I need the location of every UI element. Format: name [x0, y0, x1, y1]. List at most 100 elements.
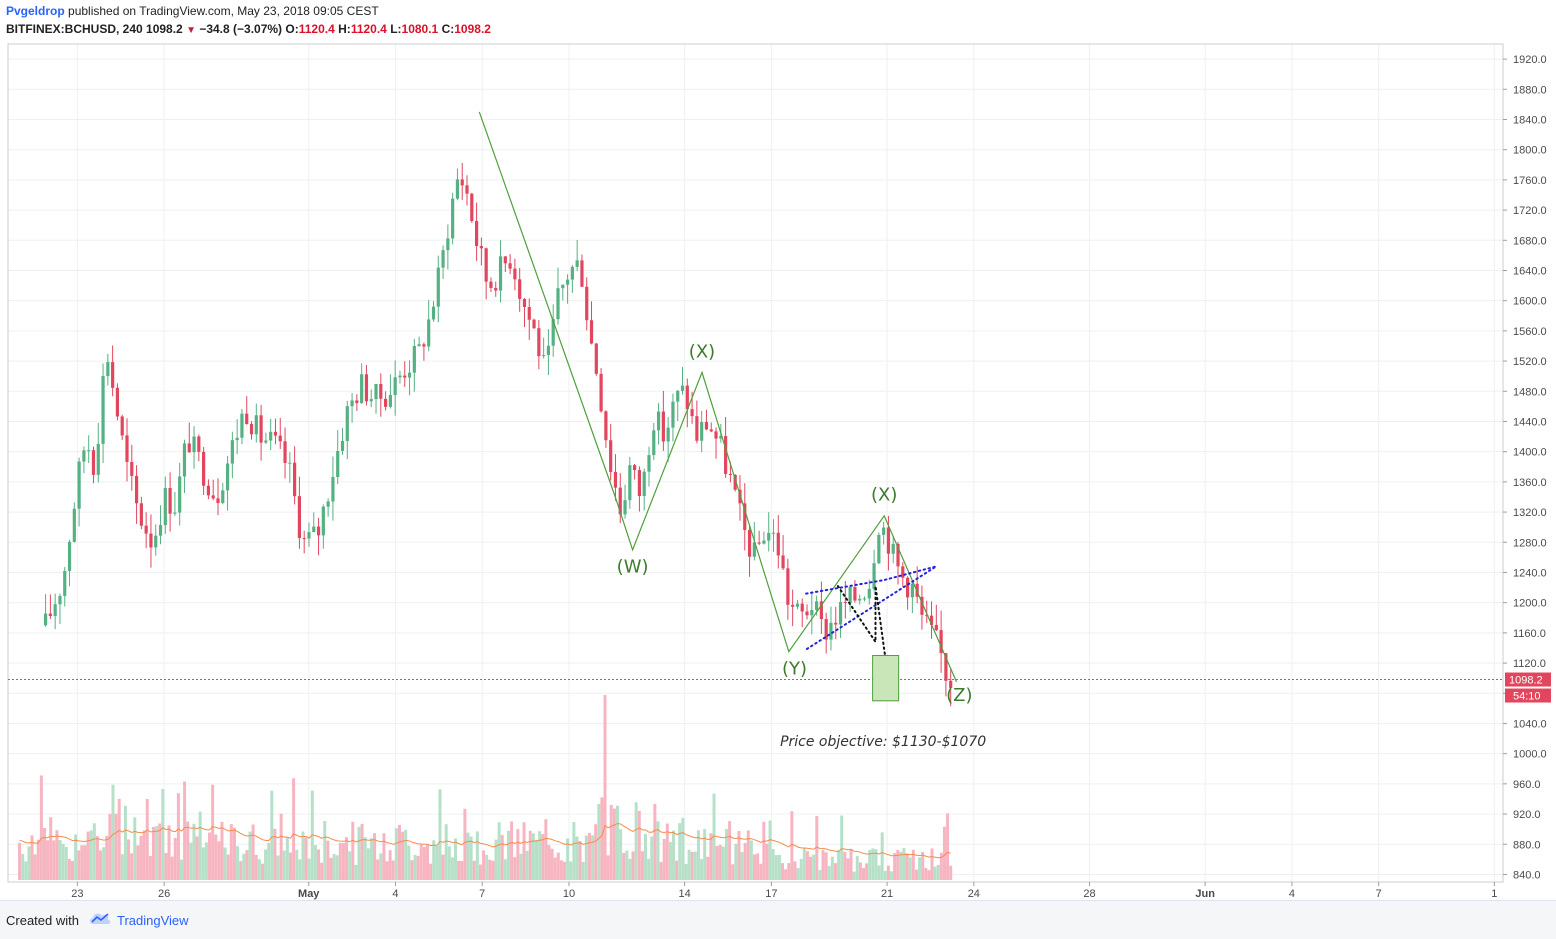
volume-bar — [513, 857, 517, 880]
candle-body — [139, 503, 143, 526]
volume-bar — [544, 819, 548, 880]
volume-bar — [594, 824, 598, 880]
volume-bar — [519, 853, 523, 880]
candle — [494, 281, 498, 297]
volume-bar — [120, 854, 124, 880]
volume-bar — [893, 853, 897, 880]
candle — [297, 476, 302, 549]
candle — [522, 298, 527, 328]
candle-body — [791, 604, 795, 607]
volume-bar — [805, 851, 809, 880]
candle — [671, 393, 675, 442]
volume-bar — [756, 853, 760, 880]
candle — [67, 539, 72, 587]
tradingview-link[interactable]: TradingView — [117, 913, 189, 928]
volume-bar — [242, 853, 246, 880]
candle-body — [848, 587, 852, 603]
candle-body — [805, 611, 809, 616]
volume-bar — [117, 798, 121, 880]
candle — [642, 468, 646, 511]
volume-bar — [142, 830, 146, 880]
candle — [776, 515, 780, 569]
candle-body — [446, 238, 450, 251]
candle — [187, 422, 191, 453]
candle-body — [192, 436, 196, 453]
candle — [532, 318, 536, 329]
candle — [273, 418, 278, 445]
candle — [546, 328, 551, 376]
volume-bar — [640, 851, 644, 880]
countdown-badge — [1505, 688, 1551, 703]
candle — [321, 504, 325, 549]
candle — [168, 472, 172, 532]
volume-bar — [158, 823, 162, 880]
candle — [407, 360, 412, 396]
volume-bar — [292, 778, 296, 880]
candle — [474, 202, 479, 261]
candle-body — [661, 411, 665, 442]
candle — [791, 589, 795, 627]
candle-body — [130, 461, 134, 476]
volume-bar — [345, 837, 349, 880]
candle-body — [690, 409, 694, 417]
candle-body — [101, 376, 105, 444]
candle-body — [87, 450, 91, 452]
candle-body — [470, 193, 474, 222]
candle — [96, 422, 100, 483]
volume-bar — [236, 846, 240, 880]
candle — [115, 383, 120, 421]
volume-bar — [338, 842, 342, 880]
volume-bar — [675, 860, 679, 880]
candle — [163, 476, 167, 534]
candle — [680, 367, 685, 395]
candle-body — [618, 487, 622, 515]
volume-bar — [254, 854, 258, 880]
candle — [72, 502, 76, 543]
volume-bar — [506, 830, 510, 880]
candle-body — [498, 256, 503, 291]
projection-dots — [836, 585, 889, 672]
volume-bar — [95, 836, 99, 880]
y-tick-label: 1200.0 — [1513, 598, 1547, 610]
price-change: −34.8 (−3.07%) — [199, 22, 283, 36]
volume-bar — [612, 808, 616, 880]
candle-body — [872, 563, 876, 589]
candle-body — [158, 525, 163, 536]
candle-body — [666, 427, 670, 442]
candle — [676, 390, 680, 421]
candle-body — [134, 475, 139, 504]
candle-body — [901, 566, 905, 578]
author-name[interactable]: Pvgeldrop — [6, 4, 65, 18]
volume-bar — [83, 845, 87, 880]
candle — [733, 474, 737, 492]
volume-bar — [575, 836, 579, 880]
candle — [862, 596, 867, 602]
volume-bar — [824, 852, 828, 880]
candle-body — [776, 532, 780, 556]
volume-bar — [180, 859, 184, 880]
price-chart[interactable]: (W) (X) (Y) (X) (Z) Price objective: $1130-$1… — [0, 0, 1556, 900]
candle-body — [178, 476, 182, 513]
volume-bar — [164, 852, 168, 880]
candle — [393, 360, 397, 416]
candle — [355, 394, 359, 411]
volume-bar — [653, 803, 657, 880]
target-box — [872, 655, 900, 702]
candle — [929, 601, 934, 639]
candle-body — [767, 532, 771, 541]
tradingview-cloud-icon[interactable] — [88, 910, 112, 926]
volume-bar — [584, 835, 588, 880]
candle — [139, 496, 143, 530]
volume-bar — [407, 845, 411, 880]
volume-bar — [264, 849, 268, 880]
candle-body — [676, 390, 680, 402]
x-tick-label: 1 — [1491, 888, 1497, 900]
candle — [182, 439, 187, 494]
volume-bar — [447, 846, 451, 880]
volume-bar — [781, 863, 785, 880]
candle — [455, 168, 460, 201]
volume-bar — [790, 811, 794, 880]
candle-body — [513, 268, 517, 280]
volume-bar — [404, 829, 408, 880]
wave-label: (X) — [871, 485, 897, 506]
